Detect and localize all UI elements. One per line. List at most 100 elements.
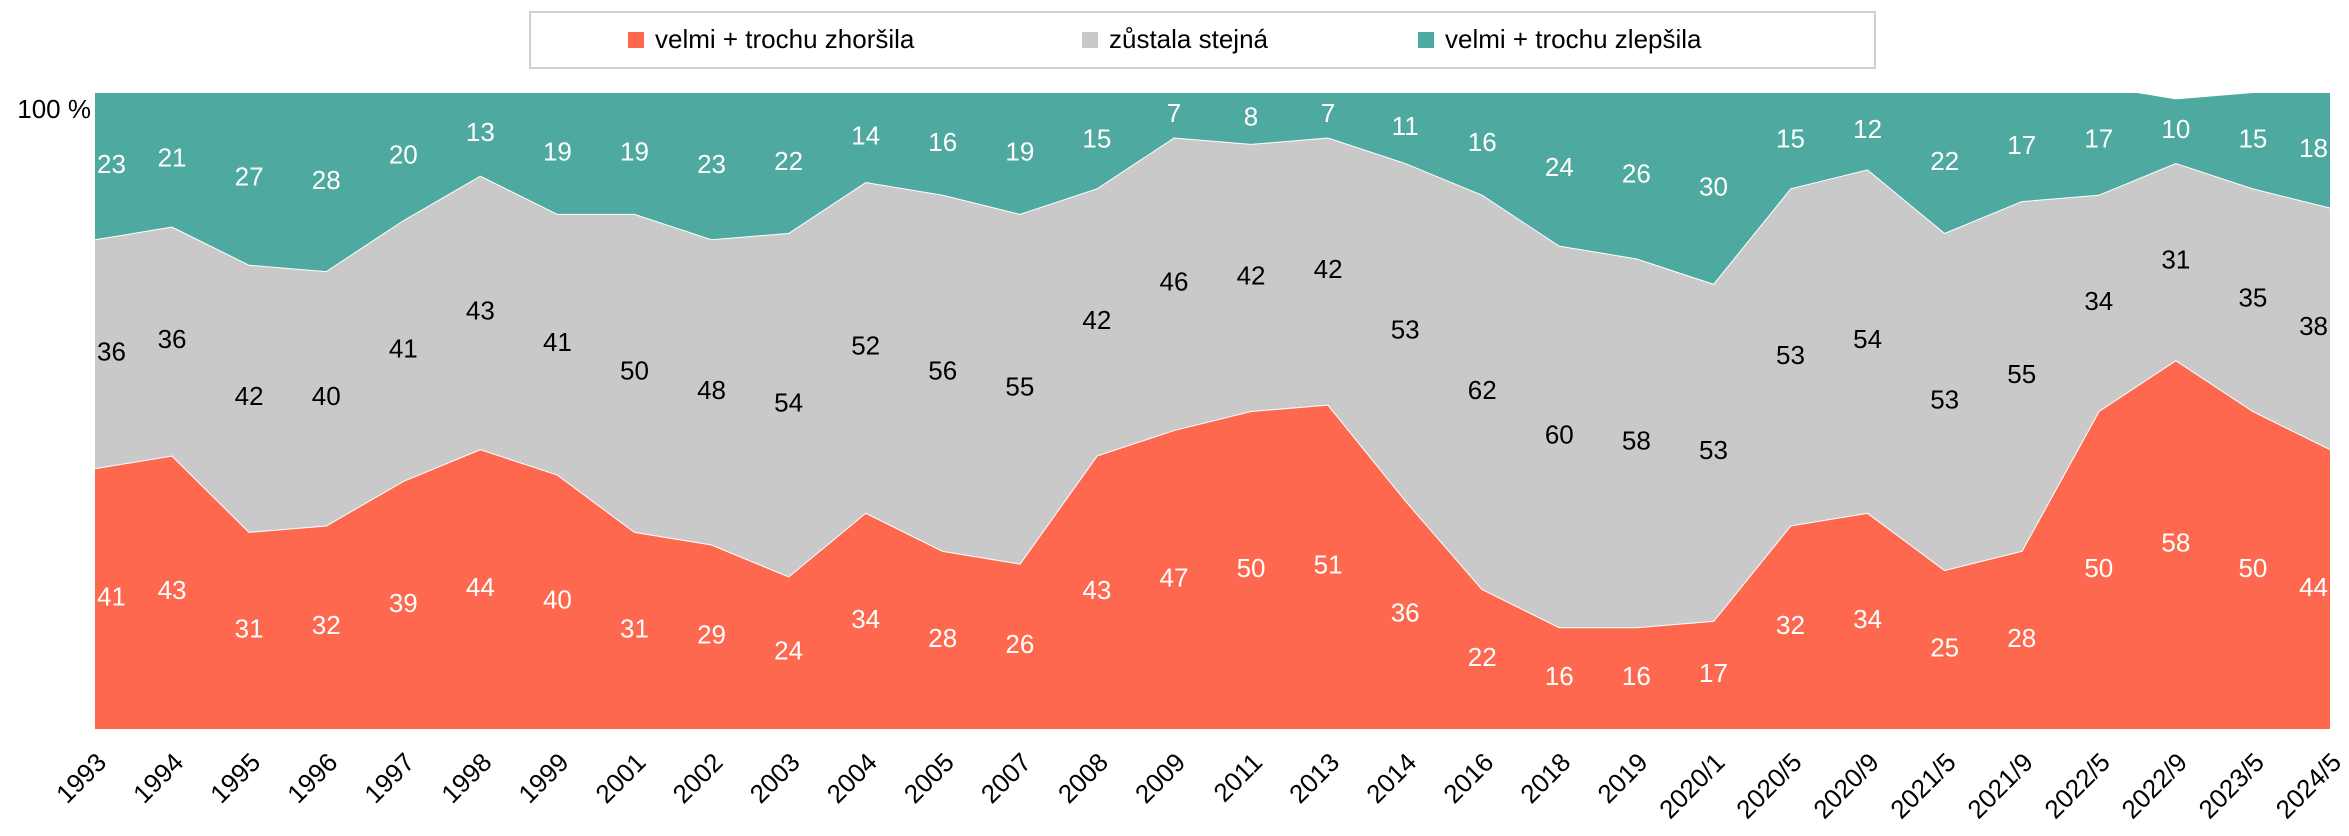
data-label: 42: [1314, 254, 1343, 284]
data-label: 25: [1930, 632, 1959, 662]
x-tick-label: 2013: [1283, 747, 1345, 809]
data-label: 32: [1776, 610, 1805, 640]
data-label: 8: [1244, 101, 1258, 131]
data-label: 51: [1314, 550, 1343, 580]
data-label: 53: [1391, 314, 1420, 344]
data-label: 24: [774, 636, 803, 666]
data-label: 22: [774, 146, 803, 176]
data-label: 53: [1776, 340, 1805, 370]
data-label: 56: [928, 356, 957, 386]
data-label: 54: [774, 388, 803, 418]
boundary-line: [95, 358, 2330, 629]
plot-area: [95, 93, 2330, 729]
data-label: 12: [1853, 114, 1882, 144]
data-label: 54: [1853, 324, 1882, 354]
data-label: 55: [2007, 359, 2036, 389]
x-tick-label: 2022/9: [2116, 747, 2193, 824]
data-label: 43: [1082, 575, 1111, 605]
x-tick-label: 2008: [1052, 747, 1114, 809]
x-tick-label: 2023/5: [2193, 747, 2270, 824]
data-label: 43: [466, 295, 495, 325]
data-label: 13: [466, 117, 495, 147]
data-label: 52: [851, 330, 880, 360]
data-label: 50: [2238, 553, 2267, 583]
x-tick-label: 2020/5: [1730, 747, 1807, 824]
area: [95, 360, 2330, 729]
data-label: 24: [1545, 152, 1574, 182]
data-label: 50: [620, 356, 649, 386]
data-label: 50: [1237, 553, 1266, 583]
x-tick-label: 2011: [1207, 747, 1268, 808]
x-tick-label: 2022/5: [2038, 747, 2115, 824]
data-label: 23: [697, 149, 726, 179]
data-label: 34: [2084, 286, 2113, 316]
data-label: 31: [235, 613, 264, 643]
data-label: 28: [312, 165, 341, 195]
data-label: 26: [1005, 629, 1034, 659]
x-tick-label: 2009: [1129, 747, 1191, 809]
data-label: 17: [2007, 130, 2036, 160]
data-label: 53: [1699, 435, 1728, 465]
data-label: 15: [2238, 124, 2267, 154]
data-label: 29: [697, 620, 726, 650]
x-tick-label: 1998: [435, 747, 497, 809]
x-tick-label: 2024/5: [2270, 747, 2347, 824]
data-label: 39: [389, 588, 418, 618]
x-tick-label: 2002: [667, 747, 729, 809]
data-label: 21: [158, 143, 187, 173]
x-tick-label: 2014: [1360, 747, 1422, 809]
legend-label: velmi + trochu zhoršila: [655, 24, 915, 54]
data-label: 19: [620, 136, 649, 166]
y-tick-label: 100 %: [17, 94, 91, 124]
data-label: 16: [928, 127, 957, 157]
data-label: 43: [158, 575, 187, 605]
x-tick-label: 1996: [281, 747, 343, 809]
data-label: 10: [2161, 114, 2190, 144]
data-label: 38: [2299, 311, 2328, 341]
data-label: 27: [235, 162, 264, 192]
data-label: 44: [466, 572, 495, 602]
data-label: 16: [1468, 127, 1497, 157]
data-label: 42: [235, 381, 264, 411]
data-label: 7: [1167, 98, 1181, 128]
data-label: 19: [543, 136, 572, 166]
data-label: 22: [1930, 146, 1959, 176]
legend-label: zůstala stejná: [1109, 24, 1269, 54]
data-label: 40: [312, 381, 341, 411]
data-label: 36: [158, 324, 187, 354]
legend-swatch: [1082, 32, 1098, 48]
data-label: 36: [1391, 597, 1420, 627]
data-label: 26: [1622, 159, 1651, 189]
x-tick-label: 2020/9: [1807, 747, 1884, 824]
data-label: 17: [2084, 124, 2113, 154]
data-label: 58: [2161, 527, 2190, 557]
data-label: 62: [1468, 375, 1497, 405]
data-label: 47: [1160, 562, 1189, 592]
data-label: 41: [543, 327, 572, 357]
x-tick-label: 2016: [1437, 747, 1499, 809]
data-label: 19: [1005, 136, 1034, 166]
data-label: 35: [2238, 283, 2267, 313]
data-label: 60: [1545, 419, 1574, 449]
data-label: 30: [1699, 171, 1728, 201]
x-tick-label: 2007: [975, 747, 1037, 809]
x-tick-label: 1993: [50, 747, 112, 809]
x-tick-label: 2019: [1591, 747, 1653, 809]
data-label: 15: [1082, 124, 1111, 154]
legend-swatch: [1418, 32, 1434, 48]
data-label: 20: [389, 139, 418, 169]
data-label: 44: [2299, 572, 2328, 602]
data-label: 55: [1005, 372, 1034, 402]
data-label: 23: [97, 149, 126, 179]
data-label: 40: [543, 585, 572, 615]
x-tick-label: 1999: [512, 747, 574, 809]
legend-swatch: [628, 32, 644, 48]
data-label: 14: [851, 120, 880, 150]
x-tick-label: 2021/5: [1884, 747, 1961, 824]
data-label: 46: [1160, 267, 1189, 297]
x-tick-label: 2001: [589, 747, 651, 809]
data-label: 50: [2084, 553, 2113, 583]
area: [95, 137, 2330, 628]
data-label: 53: [1930, 384, 1959, 414]
